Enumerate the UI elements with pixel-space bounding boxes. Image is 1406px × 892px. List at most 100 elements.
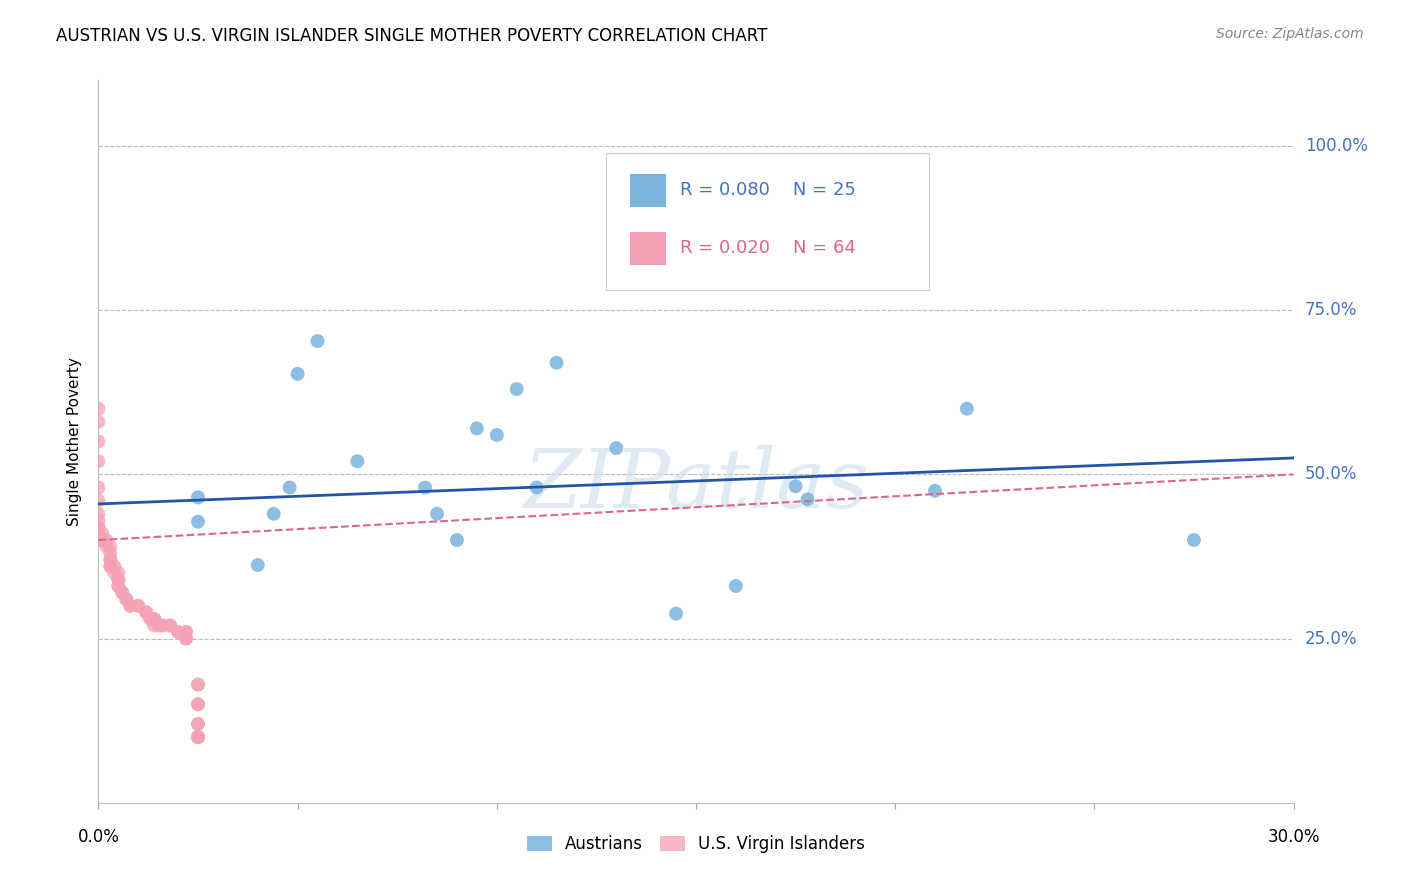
Point	[174, 632, 197, 646]
Point	[135, 605, 157, 619]
Point	[167, 625, 190, 640]
FancyBboxPatch shape	[630, 232, 666, 265]
Point	[103, 566, 125, 580]
Point	[187, 717, 209, 731]
Point	[139, 612, 162, 626]
Point	[87, 401, 110, 416]
Point	[278, 481, 301, 495]
Point	[127, 599, 149, 613]
Point	[91, 533, 114, 547]
Point	[143, 612, 166, 626]
Point	[724, 579, 747, 593]
Point	[187, 730, 209, 744]
Point	[143, 618, 166, 632]
Point	[98, 553, 122, 567]
Point	[187, 677, 209, 691]
Text: 25.0%: 25.0%	[1305, 630, 1357, 648]
Point	[187, 698, 209, 712]
Point	[87, 526, 110, 541]
FancyBboxPatch shape	[630, 174, 666, 207]
Point	[159, 618, 181, 632]
Point	[87, 415, 110, 429]
Text: 50.0%: 50.0%	[1305, 466, 1357, 483]
Point	[87, 520, 110, 534]
FancyBboxPatch shape	[606, 153, 929, 290]
Point	[150, 618, 173, 632]
Text: R = 0.020    N = 64: R = 0.020 N = 64	[681, 239, 856, 257]
Point	[98, 540, 122, 554]
Point	[115, 592, 138, 607]
Point	[87, 507, 110, 521]
Point	[346, 454, 368, 468]
Text: 75.0%: 75.0%	[1305, 301, 1357, 319]
Point	[187, 515, 209, 529]
Point	[174, 632, 197, 646]
Text: 0.0%: 0.0%	[77, 828, 120, 846]
Point	[465, 421, 488, 435]
Text: 100.0%: 100.0%	[1305, 137, 1368, 155]
Y-axis label: Single Mother Poverty: Single Mother Poverty	[67, 357, 83, 526]
Point	[167, 625, 190, 640]
Point	[107, 573, 129, 587]
Point	[150, 618, 173, 632]
Point	[187, 717, 209, 731]
Point	[956, 401, 979, 416]
Point	[87, 454, 110, 468]
Point	[246, 558, 269, 572]
Point	[107, 566, 129, 580]
Point	[87, 493, 110, 508]
Point	[665, 607, 688, 621]
Text: R = 0.080    N = 25: R = 0.080 N = 25	[681, 181, 856, 199]
Point	[107, 579, 129, 593]
Point	[91, 526, 114, 541]
Point	[96, 540, 118, 554]
Text: ZIPatlas: ZIPatlas	[523, 445, 869, 524]
Point	[111, 585, 134, 599]
Point	[187, 730, 209, 744]
Point	[87, 520, 110, 534]
Point	[148, 618, 170, 632]
Point	[174, 625, 197, 640]
Point	[98, 559, 122, 574]
Point	[187, 677, 209, 691]
Point	[120, 599, 142, 613]
Point	[1182, 533, 1205, 547]
Point	[87, 513, 110, 527]
Point	[87, 434, 110, 449]
Legend: Austrians, U.S. Virgin Islanders: Austrians, U.S. Virgin Islanders	[520, 828, 872, 860]
Point	[159, 618, 181, 632]
Point	[924, 483, 946, 498]
Point	[187, 698, 209, 712]
Point	[263, 507, 285, 521]
Point	[785, 479, 807, 493]
Point	[98, 546, 122, 560]
Point	[174, 625, 197, 640]
Point	[98, 553, 122, 567]
Point	[506, 382, 529, 396]
Point	[120, 599, 142, 613]
Point	[127, 599, 149, 613]
Point	[91, 533, 114, 547]
Point	[143, 612, 166, 626]
Point	[307, 334, 329, 348]
Point	[485, 428, 508, 442]
Point	[796, 492, 818, 507]
Point	[824, 159, 846, 173]
Point	[98, 559, 122, 574]
Point	[446, 533, 468, 547]
Point	[546, 356, 568, 370]
Point	[107, 579, 129, 593]
Point	[135, 605, 157, 619]
Point	[107, 573, 129, 587]
Text: Source: ZipAtlas.com: Source: ZipAtlas.com	[1216, 27, 1364, 41]
Point	[187, 730, 209, 744]
Point	[526, 481, 548, 495]
Text: AUSTRIAN VS U.S. VIRGIN ISLANDER SINGLE MOTHER POVERTY CORRELATION CHART: AUSTRIAN VS U.S. VIRGIN ISLANDER SINGLE …	[56, 27, 768, 45]
Point	[87, 481, 110, 495]
Point	[426, 507, 449, 521]
Point	[103, 559, 125, 574]
Point	[115, 592, 138, 607]
Point	[605, 441, 627, 455]
Point	[96, 533, 118, 547]
Point	[139, 612, 162, 626]
